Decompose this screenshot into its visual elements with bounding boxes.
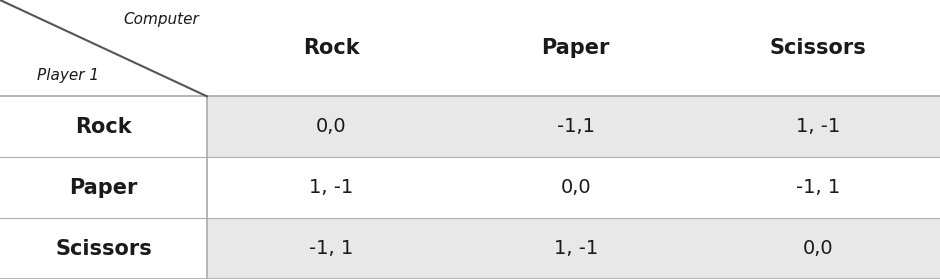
- Text: 0,0: 0,0: [316, 117, 347, 136]
- Text: Scissors: Scissors: [770, 38, 866, 58]
- Text: 0,0: 0,0: [803, 239, 833, 258]
- Text: 1, -1: 1, -1: [554, 239, 598, 258]
- Text: Computer: Computer: [123, 12, 199, 27]
- Text: Player 1: Player 1: [38, 68, 100, 83]
- Text: 1, -1: 1, -1: [309, 178, 353, 197]
- Text: 1, -1: 1, -1: [795, 117, 840, 136]
- Text: Scissors: Scissors: [55, 239, 151, 259]
- Text: Paper: Paper: [70, 178, 137, 198]
- Bar: [207, 218, 940, 279]
- Text: Rock: Rock: [303, 38, 360, 58]
- Text: Rock: Rock: [75, 117, 132, 137]
- Text: -1, 1: -1, 1: [795, 178, 840, 197]
- Text: 0,0: 0,0: [560, 178, 591, 197]
- Bar: [207, 96, 940, 157]
- Text: -1, 1: -1, 1: [309, 239, 353, 258]
- Bar: [207, 157, 940, 218]
- Text: -1,1: -1,1: [556, 117, 595, 136]
- Text: Paper: Paper: [541, 38, 610, 58]
